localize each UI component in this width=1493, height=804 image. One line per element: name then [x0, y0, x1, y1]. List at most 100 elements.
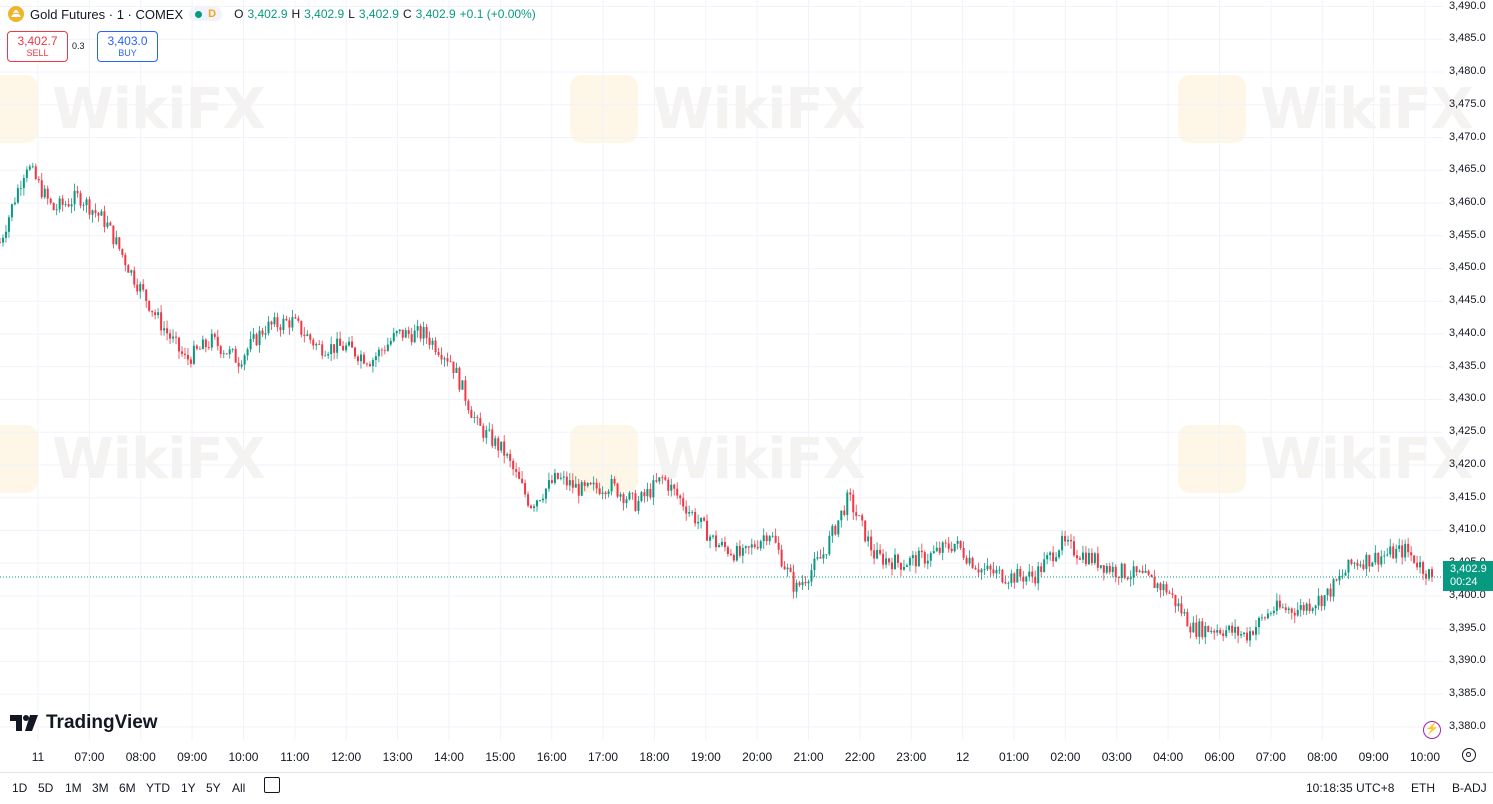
- candle-body: [488, 429, 491, 431]
- candle-body: [497, 438, 500, 451]
- candle-body: [577, 483, 580, 496]
- time-axis[interactable]: 11 07:00 08:00 09:00 10:00 11:00 12:00 13:00 14:…: [0, 740, 1443, 772]
- gold-symbol-icon[interactable]: [8, 6, 24, 22]
- price-tick-label: 3,470.0: [1449, 130, 1486, 143]
- candle-body: [971, 557, 974, 568]
- candle-body: [1311, 608, 1314, 611]
- candle-body: [398, 329, 401, 332]
- candle-body: [1431, 569, 1433, 577]
- candle-body: [434, 340, 437, 353]
- candle-body: [598, 488, 601, 495]
- candle-body: [819, 557, 822, 559]
- candle-body: [616, 483, 619, 497]
- candle-body: [864, 520, 867, 542]
- candle-body: [1323, 595, 1326, 607]
- ohlc-low-key: L: [348, 7, 355, 21]
- time-tick-label: 08:00: [125, 750, 156, 764]
- candle-body: [270, 321, 273, 325]
- session-toggle[interactable]: ETH: [1411, 781, 1435, 795]
- candle-body: [1102, 565, 1105, 573]
- candle-body: [207, 347, 210, 348]
- candle-body: [58, 198, 61, 210]
- candle-body: [1263, 617, 1266, 619]
- time-tick-label: 09:00: [1358, 750, 1389, 764]
- candle-body: [1269, 613, 1272, 614]
- candle-body: [553, 473, 556, 483]
- candle-body: [932, 551, 935, 554]
- candle-body: [541, 498, 544, 501]
- candle-body: [1389, 546, 1392, 555]
- gear-icon[interactable]: [1462, 748, 1476, 762]
- candle-body: [658, 477, 661, 482]
- candle-body: [1138, 570, 1141, 573]
- candle-body: [25, 169, 28, 179]
- candle-body: [1070, 539, 1073, 542]
- candle-body: [914, 555, 917, 567]
- candle-body: [697, 521, 700, 524]
- candle-body: [145, 289, 148, 301]
- candle-body: [1019, 568, 1022, 577]
- candle-body: [676, 488, 679, 496]
- buy-button[interactable]: 3,403.0 BUY: [97, 31, 158, 62]
- candle-body: [1123, 563, 1126, 578]
- price-chart[interactable]: [0, 0, 1443, 740]
- candle-body: [950, 548, 953, 552]
- candle-body: [849, 492, 852, 495]
- candle-body: [312, 339, 315, 346]
- candle-body: [309, 334, 312, 340]
- candle-body: [333, 344, 336, 353]
- candle-body: [139, 284, 142, 292]
- time-tick-label: 11:00: [280, 750, 310, 764]
- candle-body: [1350, 559, 1353, 564]
- candle-body: [983, 569, 986, 570]
- candle-body: [437, 352, 440, 356]
- candle-body: [1073, 541, 1075, 556]
- candle-body: [512, 460, 515, 470]
- candle-body: [452, 361, 455, 373]
- time-tick-label: 17:00: [588, 750, 619, 764]
- calendar-icon[interactable]: [264, 777, 280, 793]
- candle-body: [777, 542, 780, 550]
- range-5d[interactable]: 5D: [38, 781, 54, 795]
- candle-body: [431, 340, 434, 345]
- candle-body: [968, 557, 971, 564]
- candle-body: [359, 354, 362, 362]
- candle-body: [413, 330, 416, 343]
- market-status[interactable]: D: [189, 7, 223, 21]
- candle-body: [449, 361, 452, 363]
- candle-body: [237, 362, 240, 367]
- flash-icon[interactable]: ⚡: [1423, 721, 1441, 739]
- clock[interactable]: 10:18:35 UTC+8: [1306, 781, 1395, 795]
- range-5y[interactable]: 5Y: [206, 781, 221, 795]
- candle-body: [565, 476, 568, 486]
- candle-body: [1422, 562, 1425, 574]
- candle-body: [82, 205, 85, 207]
- candle-body: [1332, 579, 1335, 597]
- adjust-toggle[interactable]: B-ADJ: [1452, 781, 1487, 795]
- candle-body: [738, 546, 741, 556]
- candle-body: [1317, 595, 1320, 606]
- candle-body: [664, 477, 667, 480]
- candle-body: [944, 542, 947, 544]
- candle-body: [1016, 568, 1019, 583]
- time-tick-label: 15:00: [485, 750, 516, 764]
- candle-body: [371, 360, 374, 367]
- tradingview-logo[interactable]: TradingView: [10, 712, 158, 734]
- candle-body: [700, 517, 703, 522]
- price-tick-label: 3,455.0: [1449, 228, 1486, 241]
- time-tick-label: 01:00: [999, 750, 1030, 764]
- range-1m[interactable]: 1M: [65, 781, 82, 795]
- time-tick-label: 02:00: [1050, 750, 1081, 764]
- range-6m[interactable]: 6M: [119, 781, 136, 795]
- range-all[interactable]: All: [232, 781, 246, 795]
- range-1y[interactable]: 1Y: [181, 781, 196, 795]
- range-ytd[interactable]: YTD: [146, 781, 170, 795]
- candle-body: [354, 347, 357, 357]
- range-3m[interactable]: 3M: [92, 781, 109, 795]
- candle-body: [127, 265, 130, 273]
- price-axis[interactable]: 3,490.0 3,485.0 3,480.0 3,475.0 3,470.0 3,465…: [1443, 0, 1493, 740]
- sell-button[interactable]: 3,402.7 SELL: [7, 31, 68, 62]
- range-1d[interactable]: 1D: [12, 781, 28, 795]
- symbol-title[interactable]: Gold Futures · 1 · COMEX: [30, 6, 184, 22]
- candle-body: [879, 549, 882, 554]
